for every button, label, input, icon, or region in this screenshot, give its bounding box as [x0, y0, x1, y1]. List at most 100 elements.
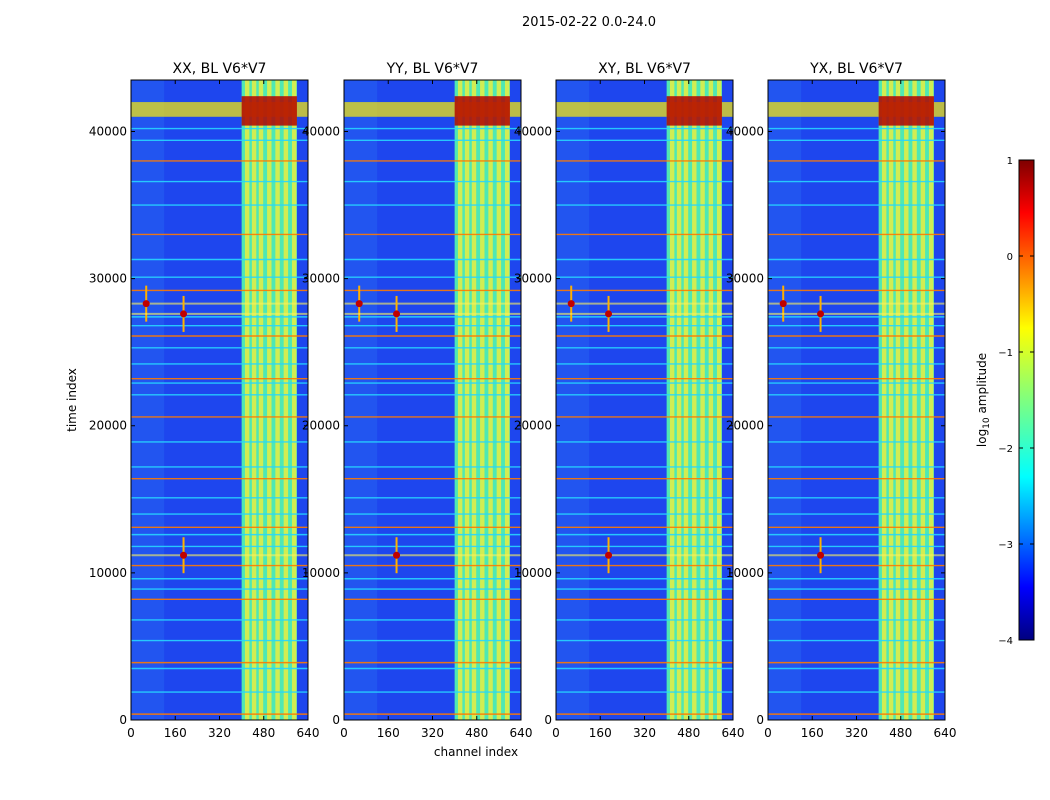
x-tick-label: 160	[801, 726, 824, 740]
heatmap-top-band-hot	[878, 96, 934, 126]
panel-0: XX, BL V6*V7 0 160 320 480 640 0 10000 20000 3000…	[89, 61, 320, 740]
rfi-burst-0	[817, 551, 825, 559]
heatmap-low-channel-noise	[131, 80, 165, 720]
y-tick-label: 0	[119, 713, 127, 727]
x-tick-label: 320	[208, 726, 231, 740]
colorbar-label-prefix: log	[975, 429, 989, 447]
heatmap-top-band-hot	[666, 96, 722, 126]
colorbar-tick-label: −2	[998, 444, 1013, 455]
rfi-burst-2	[180, 310, 188, 318]
colorbar-label: log10 amplitude	[975, 353, 992, 447]
y-tick-label: 10000	[89, 566, 127, 580]
x-tick-label: 160	[589, 726, 612, 740]
heatmap-column-5	[708, 80, 714, 720]
y-tick-label: 10000	[302, 566, 340, 580]
panel-title: XX, BL V6*V7	[173, 61, 267, 77]
x-tick-label: 640	[297, 726, 320, 740]
panel-title: XY, BL V6*V7	[598, 61, 691, 77]
heatmap-column-0	[457, 80, 463, 720]
x-tick-label: 160	[377, 726, 400, 740]
heatmap-column-2	[895, 80, 901, 720]
heatmap-top-band-hot	[241, 96, 297, 126]
heatmap-column-0	[244, 80, 250, 720]
rfi-burst-1	[142, 300, 150, 308]
x-tick-label: 480	[889, 726, 912, 740]
y-tick-label: 40000	[302, 124, 340, 138]
colorbar-tick-label: −1	[998, 348, 1013, 359]
y-tick-label: 30000	[302, 272, 340, 286]
y-axis-label: time index	[65, 368, 79, 432]
heatmap-column-4	[488, 80, 493, 720]
rfi-burst-1	[779, 300, 787, 308]
x-tick-label: 0	[764, 726, 772, 740]
x-tick-label: 160	[164, 726, 187, 740]
y-tick-label: 10000	[726, 566, 764, 580]
panel-plot-area	[131, 80, 308, 720]
heatmap-column-2	[683, 80, 689, 720]
colorbar-gradient	[1018, 159, 1035, 641]
y-tick-label: 40000	[89, 124, 127, 138]
heatmap-column-2	[471, 80, 477, 720]
heatmap-column-6	[928, 80, 934, 720]
rfi-burst-0	[180, 551, 188, 559]
heatmap-low-channel-noise	[556, 80, 590, 720]
heatmap-column-3	[692, 80, 697, 720]
rfi-burst-2	[605, 310, 613, 318]
x-tick-label: 480	[677, 726, 700, 740]
x-tick-label: 640	[722, 726, 745, 740]
panel-plot-area	[556, 80, 733, 720]
y-tick-label: 30000	[89, 272, 127, 286]
panel-2: XY, BL V6*V7 0 160 320 480 640 0 10000 20000 3000…	[514, 61, 745, 740]
heatmap-column-4	[912, 80, 917, 720]
y-tick-label: 40000	[514, 124, 552, 138]
figure-suptitle: 2015-02-22 0.0-24.0	[522, 15, 656, 30]
rfi-burst-0	[605, 551, 613, 559]
heatmap-column-6	[504, 80, 510, 720]
y-tick-label: 0	[756, 713, 764, 727]
y-tick-label: 10000	[514, 566, 552, 580]
colorbar-label-subscript: 10	[982, 417, 992, 429]
y-tick-label: 40000	[726, 124, 764, 138]
x-tick-label: 0	[552, 726, 560, 740]
heatmap-low-channel-noise	[344, 80, 378, 720]
heatmap-column-5	[920, 80, 926, 720]
rfi-burst-0	[393, 551, 401, 559]
rfi-burst-1	[355, 300, 363, 308]
x-tick-label: 480	[252, 726, 275, 740]
panel-1: YY, BL V6*V7 0 160 320 480 640 0 10000 20000 3000…	[302, 61, 533, 740]
y-tick-label: 30000	[514, 272, 552, 286]
heatmap-column-6	[291, 80, 297, 720]
x-tick-label: 320	[633, 726, 656, 740]
rfi-burst-2	[393, 310, 401, 318]
heatmap-column-1	[464, 80, 470, 720]
x-tick-label: 320	[845, 726, 868, 740]
y-tick-label: 20000	[514, 419, 552, 433]
x-axis-label: channel index	[434, 745, 518, 759]
colorbar-tick-label: 1	[1007, 156, 1013, 167]
colorbar-tick-label: −3	[998, 540, 1013, 551]
heatmap-column-4	[700, 80, 705, 720]
y-tick-label: 20000	[89, 419, 127, 433]
panel-plot-area	[768, 80, 945, 720]
heatmap-low-channel-noise	[768, 80, 802, 720]
x-tick-label: 0	[340, 726, 348, 740]
heatmap-column-1	[251, 80, 257, 720]
heatmap-column-6	[716, 80, 722, 720]
y-tick-label: 20000	[726, 419, 764, 433]
rfi-burst-1	[567, 300, 575, 308]
colorbar-tick-label: −4	[998, 636, 1013, 647]
heatmap-column-0	[669, 80, 675, 720]
heatmap-column-5	[283, 80, 289, 720]
panel-title: YY, BL V6*V7	[386, 61, 479, 77]
colorbar-label-suffix: amplitude	[975, 353, 989, 417]
heatmap-column-3	[904, 80, 909, 720]
panels-group: XX, BL V6*V7 0 160 320 480 640 0 10000 20000 3000…	[89, 61, 957, 740]
x-tick-label: 640	[934, 726, 957, 740]
heatmap-column-1	[676, 80, 682, 720]
heatmap-column-2	[258, 80, 264, 720]
heatmap-top-band-hot	[454, 96, 510, 126]
panel-plot-area	[344, 80, 521, 720]
heatmap-column-5	[496, 80, 502, 720]
heatmap-column-4	[275, 80, 280, 720]
